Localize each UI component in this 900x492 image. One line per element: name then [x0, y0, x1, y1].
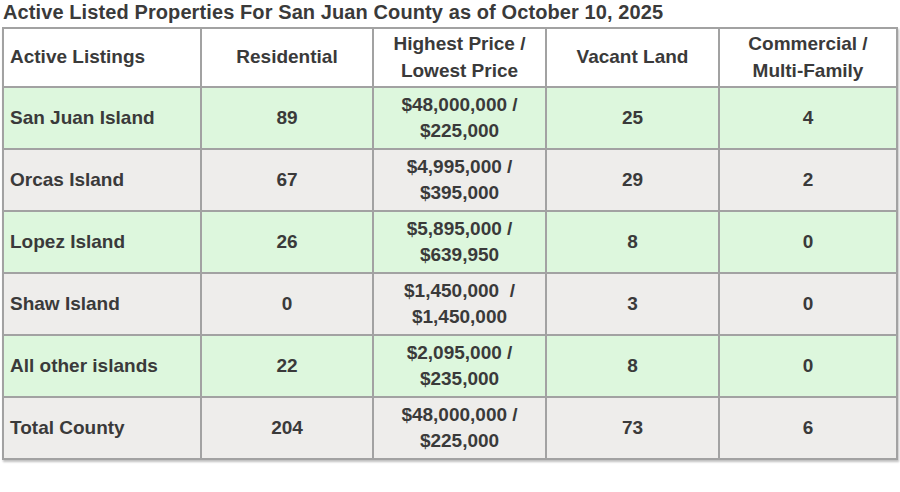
vacant-land-count: 73: [546, 397, 719, 459]
commercial-count: 6: [719, 397, 897, 459]
commercial-count: 0: [719, 211, 897, 273]
vacant-land-count: 3: [546, 273, 719, 335]
vacant-land-count: 8: [546, 335, 719, 397]
island-name: Shaw Island: [3, 273, 201, 335]
price-range: $4,995,000 / $395,000: [373, 149, 546, 211]
residential-count: 67: [201, 149, 373, 211]
page: Active Listed Properties For San Juan Co…: [0, 1, 900, 492]
commercial-count: 0: [719, 335, 897, 397]
vacant-land-count: 29: [546, 149, 719, 211]
residential-count: 0: [201, 273, 373, 335]
price-range: $5,895,000 / $639,950: [373, 211, 546, 273]
table-row-shaw-island: Shaw Island 0 $1,450,000 / $1,450,000 3 …: [3, 273, 897, 335]
island-name: Orcas Island: [3, 149, 201, 211]
header-vacant-land: Vacant Land: [546, 28, 719, 87]
table-row-all-other-islands: All other islands 22 $2,095,000 / $235,0…: [3, 335, 897, 397]
price-range: $1,450,000 / $1,450,000: [373, 273, 546, 335]
table-row-total-county: Total County 204 $48,000,000 / $225,000 …: [3, 397, 897, 459]
vacant-land-count: 8: [546, 211, 719, 273]
header-commercial: Commercial / Multi-Family: [719, 28, 897, 87]
residential-count: 204: [201, 397, 373, 459]
listings-table: Active Listings Residential Highest Pric…: [2, 27, 898, 460]
table-row-san-juan-island: San Juan Island 89 $48,000,000 / $225,00…: [3, 87, 897, 149]
residential-count: 22: [201, 335, 373, 397]
island-name: Lopez Island: [3, 211, 201, 273]
page-title: Active Listed Properties For San Juan Co…: [3, 1, 900, 24]
header-row: Active Listings Residential Highest Pric…: [3, 28, 897, 87]
commercial-count: 4: [719, 87, 897, 149]
commercial-count: 0: [719, 273, 897, 335]
table-row-orcas-island: Orcas Island 67 $4,995,000 / $395,000 29…: [3, 149, 897, 211]
header-residential: Residential: [201, 28, 373, 87]
residential-count: 26: [201, 211, 373, 273]
table-row-lopez-island: Lopez Island 26 $5,895,000 / $639,950 8 …: [3, 211, 897, 273]
price-range: $48,000,000 / $225,000: [373, 87, 546, 149]
island-name: Total County: [3, 397, 201, 459]
island-name: San Juan Island: [3, 87, 201, 149]
price-range: $48,000,000 / $225,000: [373, 397, 546, 459]
header-price-range: Highest Price / Lowest Price: [373, 28, 546, 87]
residential-count: 89: [201, 87, 373, 149]
commercial-count: 2: [719, 149, 897, 211]
header-active-listings: Active Listings: [3, 28, 201, 87]
island-name: All other islands: [3, 335, 201, 397]
price-range: $2,095,000 / $235,000: [373, 335, 546, 397]
vacant-land-count: 25: [546, 87, 719, 149]
